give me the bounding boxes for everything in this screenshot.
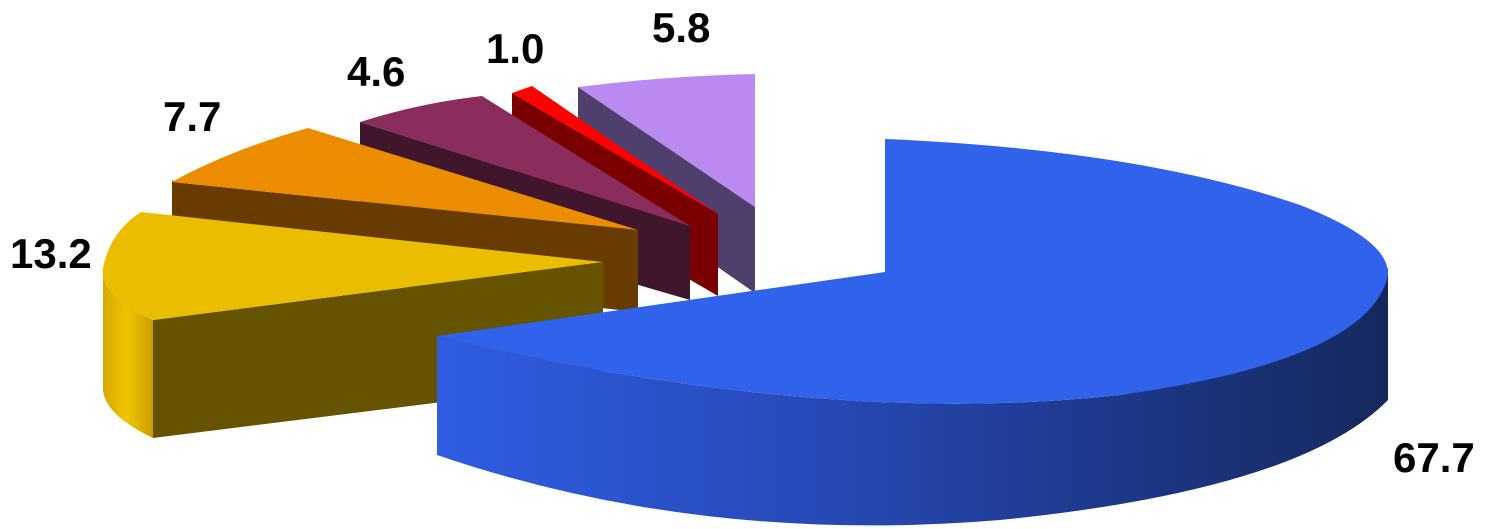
slice-5-8-top (578, 74, 755, 207)
slice-4-6-top (360, 96, 690, 226)
data-label-7-7: 7.7 (163, 93, 221, 140)
data-label-5-8: 5.8 (652, 4, 710, 51)
slice-67-7-top (437, 139, 1389, 404)
data-label-4-6: 4.6 (347, 48, 405, 95)
slice-13-2-top (102, 212, 603, 320)
data-label-1-0: 1.0 (486, 25, 544, 72)
slice-7-7-top (172, 128, 638, 230)
slice-67-7-side (437, 268, 1388, 526)
data-label-13-2: 13.2 (10, 230, 92, 277)
slice-13-2-side-outer (103, 272, 153, 438)
data-label-67-7: 67.7 (1393, 434, 1475, 481)
slice-1-0-top (512, 86, 718, 214)
pie-slice-67-7 (437, 139, 1389, 526)
